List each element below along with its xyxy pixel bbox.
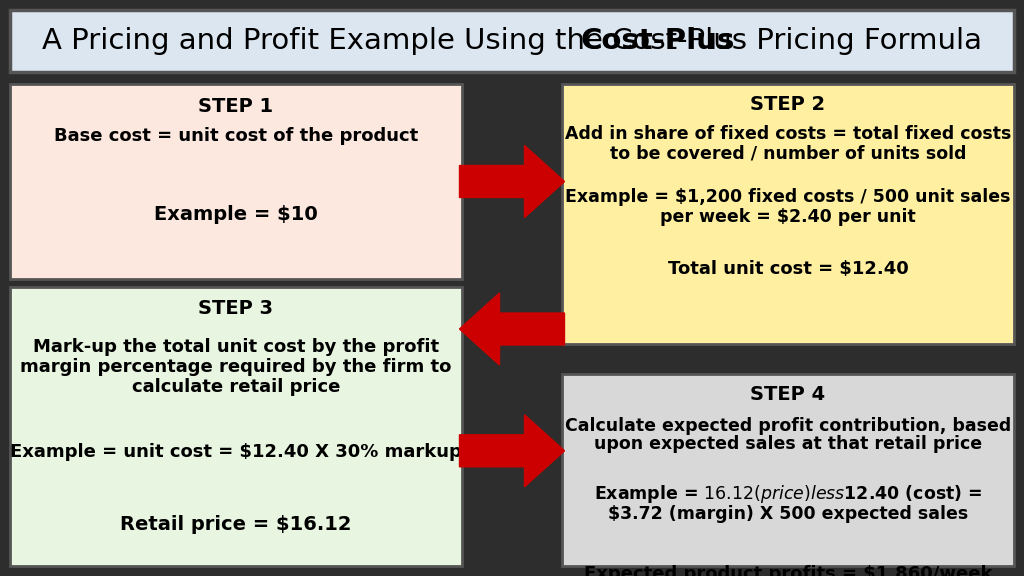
Text: STEP 2: STEP 2 [751,94,825,113]
Text: Example = $10: Example = $10 [155,204,317,223]
Text: Example = $16.12 (price) less $12.40 (cost) =: Example = $16.12 (price) less $12.40 (co… [594,483,982,505]
Text: $3.72 (margin) X 500 expected sales: $3.72 (margin) X 500 expected sales [608,505,968,523]
Text: STEP 1: STEP 1 [199,97,273,116]
Bar [562,84,1014,344]
Text: upon expected sales at that retail price: upon expected sales at that retail price [594,435,982,453]
Bar [10,287,462,566]
Text: Add in share of fixed costs = total fixed costs: Add in share of fixed costs = total fixe… [565,125,1011,143]
Text: Example = $1,200 fixed costs / 500 unit sales: Example = $1,200 fixed costs / 500 unit … [565,188,1011,206]
Text: A Pricing and Profit Example Using the Cost-Plus Pricing Formula: A Pricing and Profit Example Using the C… [42,27,982,55]
Polygon shape [460,415,564,487]
Text: STEP 4: STEP 4 [751,385,825,404]
Text: per week = $2.40 per unit: per week = $2.40 per unit [660,208,915,226]
Text: calculate retail price: calculate retail price [132,378,340,396]
Text: Base cost = unit cost of the product: Base cost = unit cost of the product [54,127,418,145]
Polygon shape [460,146,564,218]
Bar [10,10,1014,72]
Bar [562,374,1014,566]
Polygon shape [460,293,564,365]
Text: Retail price = $16.12: Retail price = $16.12 [120,516,352,535]
Text: Example = unit cost = $12.40 X 30% markup: Example = unit cost = $12.40 X 30% marku… [10,443,462,461]
Text: to be covered / number of units sold: to be covered / number of units sold [609,145,967,163]
Text: margin percentage required by the firm to: margin percentage required by the firm t… [20,358,452,376]
Text: Calculate expected profit contribution, based: Calculate expected profit contribution, … [565,417,1011,435]
Text: Cost-Plus: Cost-Plus [580,27,734,55]
Text: STEP 3: STEP 3 [199,300,273,319]
Text: Expected product profits = $1,860/week: Expected product profits = $1,860/week [584,565,992,576]
Bar [10,84,462,279]
Text: Total unit cost = $12.40: Total unit cost = $12.40 [668,260,908,278]
Text: Mark-up the total unit cost by the profit: Mark-up the total unit cost by the profi… [33,338,439,356]
